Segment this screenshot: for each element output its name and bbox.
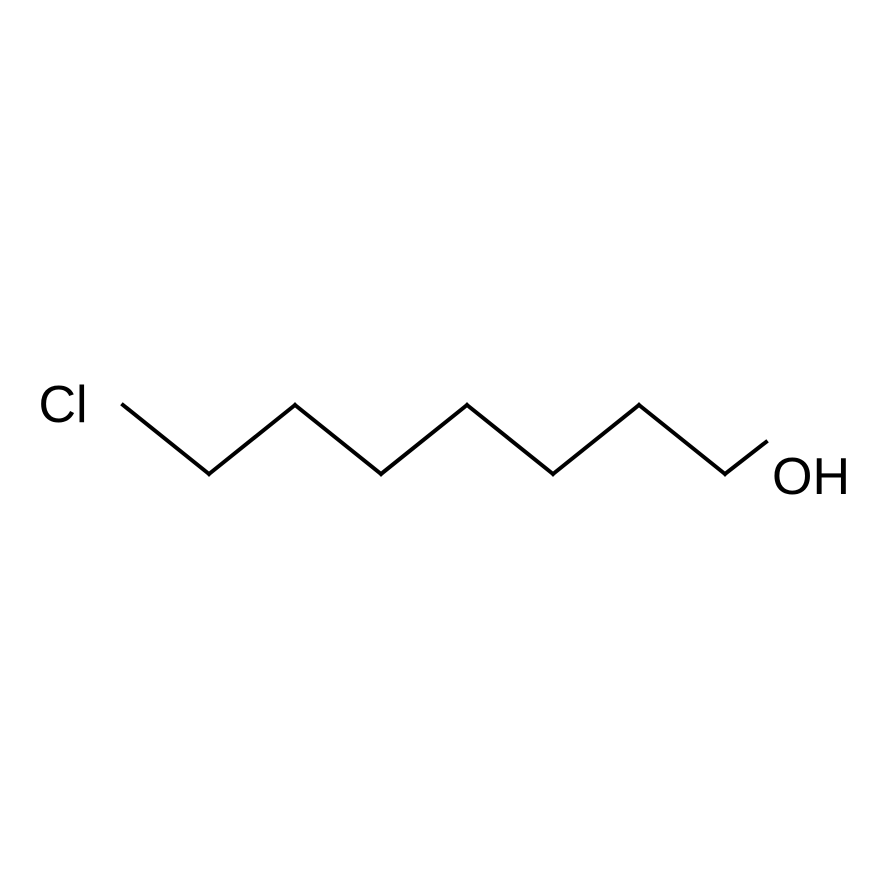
chlorine-label: Cl (38, 376, 87, 434)
bond (381, 405, 467, 474)
bond (467, 405, 553, 474)
bond (209, 405, 295, 474)
atom-labels-group: Cl OH (38, 376, 850, 506)
bond (639, 405, 725, 474)
bond (123, 405, 209, 474)
bonds-group (123, 405, 766, 474)
bond (553, 405, 639, 474)
chemical-structure-svg: Cl OH (0, 0, 890, 890)
bond (725, 442, 766, 474)
bond (295, 405, 381, 474)
hydroxyl-label: OH (772, 448, 850, 506)
